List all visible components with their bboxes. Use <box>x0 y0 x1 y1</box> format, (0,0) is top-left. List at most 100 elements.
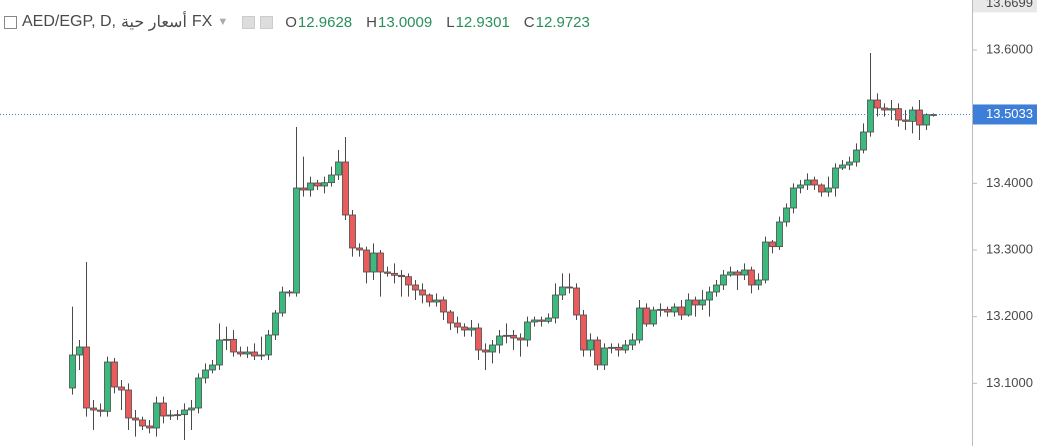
candle-body <box>139 419 146 427</box>
last-price-label: 13.5033 <box>986 106 1033 121</box>
settings-icon[interactable] <box>260 15 274 29</box>
candle-body <box>657 308 664 311</box>
candle-body <box>69 354 76 389</box>
candle-body <box>902 119 909 122</box>
candle-body <box>447 311 454 324</box>
candle-body <box>881 107 888 111</box>
ohlc-label: O <box>285 13 297 31</box>
ohlc-values: O12.9628 H13.0009 L12.9301 C12.9723 <box>285 14 604 31</box>
candle-body <box>349 214 356 249</box>
candle-body <box>622 344 629 351</box>
candle-body <box>174 414 181 417</box>
candle-body <box>720 274 727 286</box>
candle-body <box>377 252 384 273</box>
candle-body <box>433 299 440 303</box>
candle-body <box>685 299 692 316</box>
candle-body <box>867 99 874 133</box>
candle-body <box>419 289 426 296</box>
candle-body <box>601 347 608 366</box>
candle-body <box>811 179 818 186</box>
candle-body <box>181 409 188 416</box>
candle-body <box>874 99 881 109</box>
candle-body <box>405 276 412 286</box>
candle-body <box>202 369 209 379</box>
candle-body <box>853 149 860 163</box>
visibility-icon[interactable] <box>242 15 256 29</box>
candle-body <box>615 346 622 351</box>
candle-body <box>748 269 755 286</box>
candle-body <box>741 269 748 276</box>
candle-body <box>818 184 825 193</box>
candle-body <box>692 299 699 306</box>
candle-body <box>650 309 657 325</box>
top-label-box <box>973 0 1037 13</box>
source: أسعار حية <box>120 14 187 31</box>
candle-body <box>286 291 293 294</box>
candle-body <box>279 291 286 314</box>
candle-body <box>342 161 349 216</box>
candle-body <box>776 221 783 248</box>
candle-body <box>566 286 573 289</box>
candle-body <box>461 326 468 331</box>
candle-body <box>923 114 930 126</box>
candle-body <box>440 299 447 313</box>
dropdown-arrow[interactable]: ▼ <box>217 16 229 28</box>
candle-body <box>573 287 580 316</box>
candle-body <box>237 351 244 355</box>
candle-body <box>363 249 370 273</box>
candle-body <box>356 247 363 251</box>
candle-body <box>524 321 531 341</box>
candle-body <box>258 354 265 357</box>
candle-body <box>307 182 314 191</box>
y-tick-label: 13.1000 <box>986 375 1033 390</box>
candle-body <box>769 241 776 248</box>
ohlc-value: 13.0009 <box>377 13 433 31</box>
candle-body <box>671 306 678 313</box>
legend-header: AED/EGP, D, أسعار حية FX ▼ O12.9628 H13.0… <box>4 12 609 32</box>
candle-body <box>839 164 846 169</box>
candle-body <box>860 131 867 151</box>
last-price-box <box>973 104 1037 125</box>
candle-body <box>76 346 83 356</box>
candle-body <box>468 327 475 331</box>
candle-body <box>125 389 132 419</box>
candle-body <box>454 322 461 328</box>
candle-body <box>293 187 300 294</box>
candle-body <box>706 291 713 301</box>
ohlc-value: 12.9723 <box>535 13 590 31</box>
candle-body <box>587 339 594 351</box>
candle-body <box>300 187 307 191</box>
candle-body <box>608 346 615 349</box>
candle-body <box>699 299 706 306</box>
candle-body <box>118 386 125 391</box>
candle-body <box>412 284 419 291</box>
candle-body <box>755 279 762 286</box>
candle-body <box>643 307 650 325</box>
candle-body <box>594 339 601 366</box>
candle-body <box>713 284 720 293</box>
candle-body <box>153 402 160 429</box>
candle-body <box>251 351 258 357</box>
candle-body <box>825 187 832 193</box>
candle-body <box>916 109 923 126</box>
ohlc-value: 12.9628 <box>297 13 353 31</box>
candle-body <box>538 319 545 322</box>
candle-body <box>328 174 335 184</box>
ohlc-value: 12.9301 <box>455 13 510 31</box>
candle-body <box>97 409 104 412</box>
top-label: 13.6699 <box>986 0 1033 10</box>
collapse-icon[interactable] <box>4 15 17 29</box>
candle-body <box>664 308 671 313</box>
candle-body <box>496 335 503 346</box>
candle-body <box>804 179 811 186</box>
y-tick-label: 13.2000 <box>986 308 1033 323</box>
y-tick-label: 13.6000 <box>986 41 1033 56</box>
candle-body <box>104 361 111 412</box>
candle-body <box>727 271 734 276</box>
candle-body <box>909 109 916 122</box>
candle-body <box>545 317 552 322</box>
candle-body <box>111 361 118 388</box>
candle-body <box>132 417 139 421</box>
candle-body <box>734 271 741 276</box>
